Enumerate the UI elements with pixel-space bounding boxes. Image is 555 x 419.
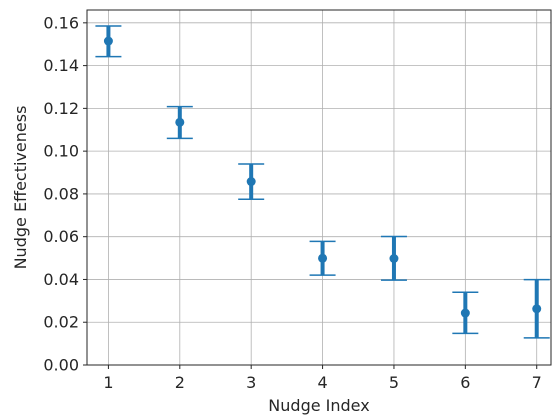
x-axis-label: Nudge Index <box>268 396 369 415</box>
grid-lines <box>87 10 551 366</box>
plot-frame <box>86 9 552 366</box>
data-point <box>532 304 542 314</box>
y-tick-label: 0.06 <box>43 227 79 246</box>
data-point <box>389 254 399 263</box>
x-tick-label: 4 <box>317 373 327 392</box>
data-point <box>103 36 113 46</box>
y-tick-label: 0.10 <box>43 142 79 161</box>
y-axis-ticks: 0.00 0.02 0.04 0.06 0.08 0.10 0.12 0.14 0.16 <box>43 13 87 375</box>
x-tick-label: 5 <box>389 373 399 392</box>
y-tick-label: 0.16 <box>43 13 79 32</box>
y-axis-label: Nudge Effectiveness <box>11 106 30 270</box>
data-series <box>95 25 550 339</box>
y-tick-label: 0.02 <box>43 313 79 332</box>
x-tick-label: 1 <box>103 373 113 392</box>
x-tick-label: 3 <box>246 373 256 392</box>
y-tick-label: 0.12 <box>43 99 79 118</box>
data-point <box>175 117 185 127</box>
y-tick-label: 0.14 <box>43 56 79 75</box>
x-axis-ticks: 1 2 3 4 5 6 7 <box>103 365 542 392</box>
y-tick-label: 0.08 <box>43 184 79 203</box>
x-tick-label: 6 <box>460 373 470 392</box>
y-tick-label: 0.04 <box>43 270 79 289</box>
x-tick-label: 2 <box>175 373 185 392</box>
y-tick-label: 0.00 <box>43 356 79 375</box>
x-tick-label: 7 <box>532 373 542 392</box>
data-point <box>246 177 256 187</box>
data-point <box>318 253 328 263</box>
data-point <box>460 308 470 318</box>
